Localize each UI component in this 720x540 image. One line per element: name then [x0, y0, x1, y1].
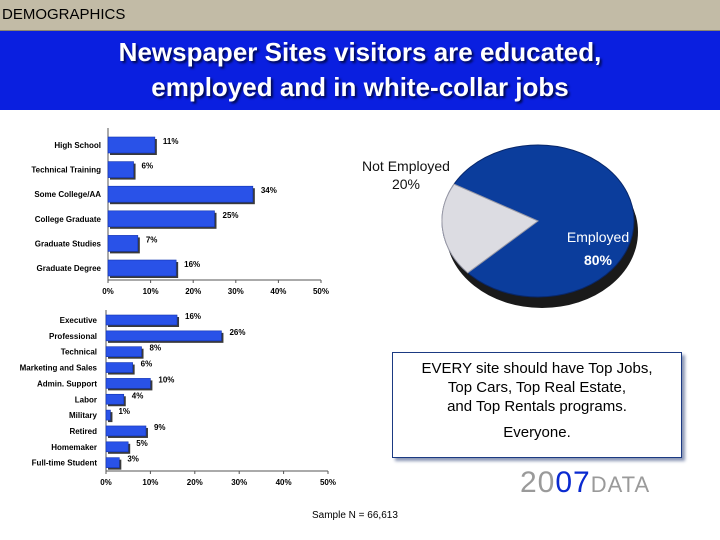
logo-part-2: 07: [555, 466, 591, 499]
education-tick-label: 20%: [185, 287, 201, 296]
section-label: DEMOGRAPHICS: [2, 6, 126, 23]
occupation-category-label: Professional: [49, 332, 97, 341]
section-header-bar: DEMOGRAPHICS: [0, 0, 720, 31]
education-value-label: 11%: [163, 137, 179, 146]
occupation-category-label: Military: [69, 411, 98, 420]
education-category-label: College Graduate: [35, 215, 102, 224]
pie-value-not-employed: 20%: [392, 176, 420, 192]
education-category-label: Graduate Degree: [37, 264, 102, 273]
headline-line-1: Newspaper Sites visitors are educated,: [118, 37, 602, 67]
occupation-tick-label: 50%: [320, 478, 336, 487]
education-category-label: Some College/AA: [34, 190, 101, 199]
occupation-bar: [105, 378, 151, 389]
occupation-value-label: 5%: [136, 439, 148, 448]
education-bar: [107, 136, 156, 154]
pie-label-not-employed: Not Employed: [362, 158, 450, 174]
sample-size-note: Sample N = 66,613: [312, 510, 398, 521]
occupation-value-label: 3%: [127, 455, 139, 464]
occupation-value-label: 16%: [185, 312, 201, 321]
occupation-value-label: 10%: [158, 375, 174, 384]
occupation-category-label: Full-time Student: [32, 459, 98, 468]
education-value-label: 25%: [223, 211, 239, 220]
education-bar: [107, 185, 254, 203]
occupation-category-label: Retired: [69, 427, 97, 436]
education-value-label: 6%: [142, 162, 154, 171]
occupation-category-label: Admin. Support: [37, 379, 97, 388]
occupation-bar: [105, 457, 120, 468]
pie-slice-not-employed: [441, 183, 539, 274]
occupation-category-label: Homemaker: [51, 443, 97, 452]
note-line-4: Everyone.: [503, 424, 571, 441]
occupation-bar: [105, 346, 142, 358]
occupation-tick-label: 30%: [231, 478, 247, 487]
occupation-bar: [105, 409, 111, 421]
education-category-label: High School: [54, 141, 101, 150]
education-category-label: Technical Training: [31, 166, 101, 175]
occupation-bar: [105, 393, 125, 405]
education-bar: [107, 161, 134, 178]
logo-part-1: 20: [520, 466, 556, 499]
headline-banner: [0, 31, 720, 110]
headline-line-2: employed and in white-collar jobs: [151, 72, 569, 102]
occupation-tick-label: 0%: [100, 478, 112, 487]
education-bar: [107, 235, 139, 252]
education-bar: [107, 259, 177, 277]
occupation-bar: [105, 441, 129, 453]
note-line-1: EVERY site should have Top Jobs,: [421, 360, 653, 377]
occupation-bar: [105, 425, 147, 437]
education-category-label: Graduate Studies: [35, 239, 102, 248]
education-tick-label: 10%: [143, 287, 159, 296]
occupation-category-label: Marketing and Sales: [20, 364, 98, 373]
pie-value-employed: 80%: [584, 252, 613, 268]
recommendation-box: EVERY site should have Top Jobs, Top Car…: [392, 352, 682, 458]
note-line-2: Top Cars, Top Real Estate,: [447, 379, 627, 396]
occupation-tick-label: 10%: [142, 478, 158, 487]
education-tick-label: 0%: [102, 287, 114, 296]
logo-part-3: DATA: [590, 472, 651, 497]
2007-data-logo: 2007DATA: [520, 466, 650, 500]
note-line-3: and Top Rentals programs.: [447, 398, 627, 415]
occupation-bar: [105, 362, 133, 373]
occupation-category-label: Executive: [60, 316, 98, 325]
occupation-category-label: Labor: [75, 395, 97, 404]
education-value-label: 34%: [261, 186, 277, 195]
occupation-value-label: 9%: [154, 423, 166, 432]
occupation-value-label: 1%: [118, 407, 130, 416]
occupation-value-label: 6%: [141, 360, 153, 369]
occupation-tick-label: 40%: [276, 478, 292, 487]
pie-label-employed: Employed: [567, 229, 629, 245]
occupation-bar: [105, 314, 178, 326]
education-tick-label: 50%: [313, 287, 329, 296]
occupation-tick-label: 20%: [187, 478, 203, 487]
occupation-value-label: 8%: [150, 344, 162, 353]
education-value-label: 7%: [146, 235, 158, 244]
occupation-bar: [105, 330, 222, 342]
education-bar: [107, 210, 215, 228]
occupation-value-label: 4%: [132, 391, 144, 400]
education-value-label: 16%: [184, 260, 200, 269]
education-tick-label: 40%: [270, 287, 286, 296]
education-tick-label: 30%: [228, 287, 244, 296]
occupation-value-label: 26%: [229, 328, 245, 337]
occupation-category-label: Technical: [61, 348, 97, 357]
